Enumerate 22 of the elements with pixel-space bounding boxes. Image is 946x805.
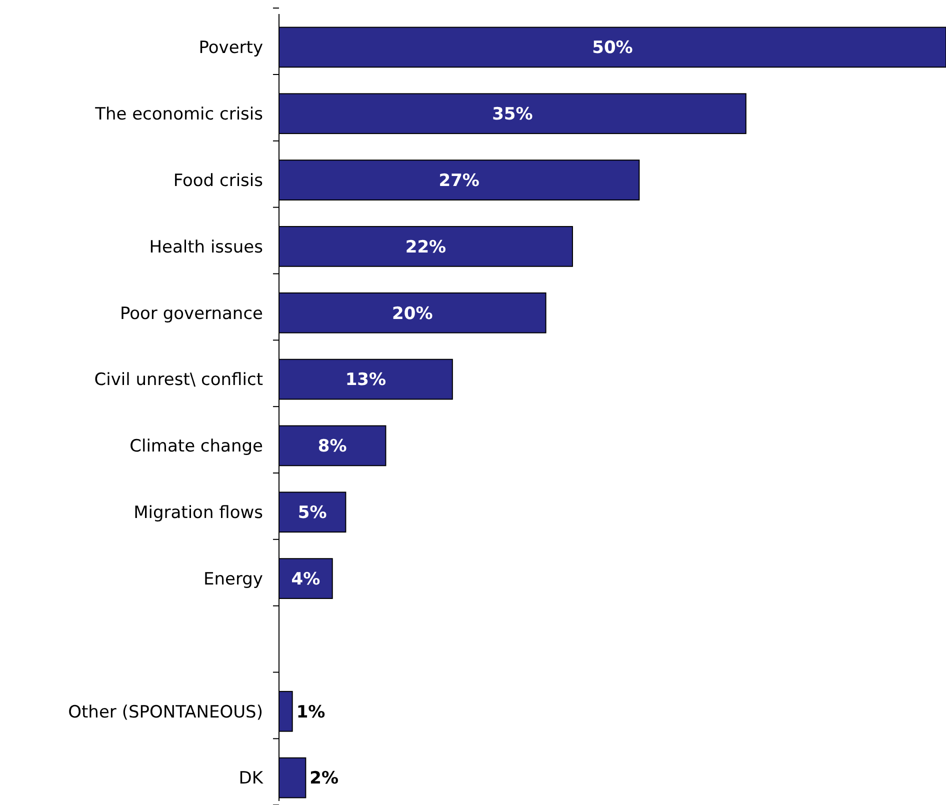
y-tick-label: Poverty xyxy=(198,38,263,58)
data-label: 4% xyxy=(291,569,320,590)
y-tick-label: The economic crisis xyxy=(94,104,264,125)
y-tick-label: Migration flows xyxy=(134,503,264,524)
y-tick-label: Climate change xyxy=(130,436,263,457)
data-label: 8% xyxy=(318,436,347,457)
data-label: 5% xyxy=(298,503,327,524)
data-label: 1% xyxy=(296,702,326,722)
y-tick-label: Health issues xyxy=(149,237,264,258)
data-label: 22% xyxy=(405,237,446,258)
data-label: 2% xyxy=(310,768,339,789)
y-tick-label: Energy xyxy=(203,569,263,590)
data-label: 35% xyxy=(492,104,533,125)
data-label: 20% xyxy=(392,304,433,324)
y-tick-label: Poor governance xyxy=(120,304,263,324)
y-tick-label: Food crisis xyxy=(173,170,264,191)
y-tick-label: DK xyxy=(238,768,264,789)
data-label: 13% xyxy=(345,370,386,390)
data-label: 27% xyxy=(438,170,480,191)
data-label: 50% xyxy=(592,38,633,58)
y-tick-label: Other (SPONTANEOUS) xyxy=(68,702,263,722)
y-tick-label: Civil unrest\ conflict xyxy=(94,370,264,390)
